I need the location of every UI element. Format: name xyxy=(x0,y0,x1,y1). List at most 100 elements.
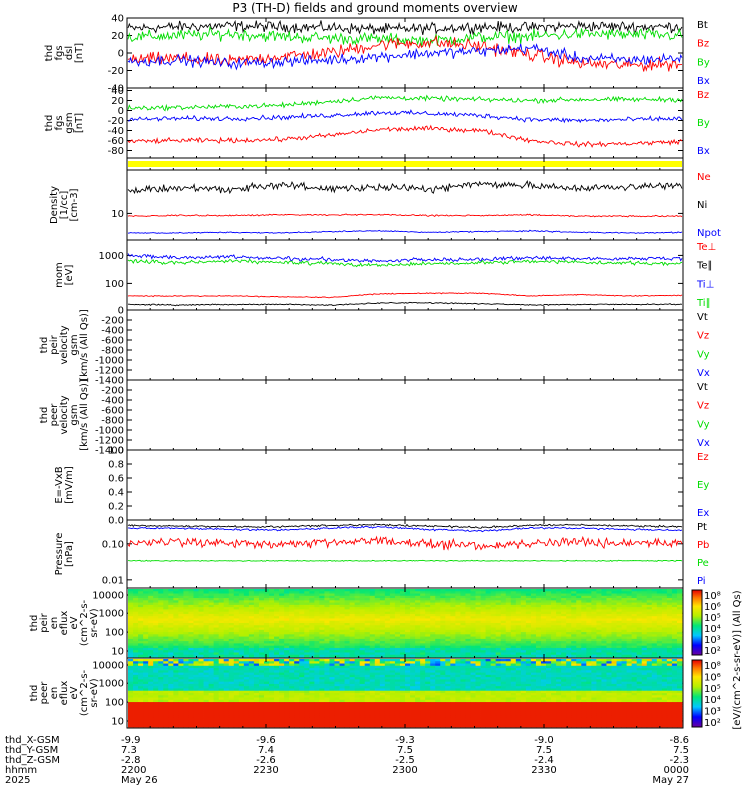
ytick-label-efield: 0.6 xyxy=(108,474,124,485)
xaxis-row-value: 7.3 xyxy=(121,745,137,756)
ytick-label-peer_vel: -600 xyxy=(101,406,124,417)
ylabel-peer_eflux: sr-eV) xyxy=(89,678,100,707)
legend-temp: Te∥ xyxy=(696,261,713,272)
series-density-Npot xyxy=(127,229,683,234)
ylabel-peir_eflux: en xyxy=(49,617,60,630)
ylabel-peer_vel: [km/s (All Qs)] xyxy=(79,379,90,451)
ytick-label-peer_vel: -1400 xyxy=(95,446,124,457)
ytick-label-peer_vel: -1000 xyxy=(95,426,124,437)
ylabel-peer_eflux: peer xyxy=(39,681,50,705)
xaxis-row-value: -9.3 xyxy=(395,735,415,746)
legend-fgs_gsm: Bx xyxy=(697,146,710,157)
legend-peir_vel: Vy xyxy=(697,349,710,360)
legend-density: Ne xyxy=(697,172,711,183)
ylabel-fgs_gsm: [nT] xyxy=(74,113,85,133)
ylabel-peir_eflux: sr-eV) xyxy=(89,608,100,637)
ytick-label-fgs_gsm: -80 xyxy=(108,146,124,157)
colorbar-label: [eV/(cm^2-s-sr-eV)] (All Qs) xyxy=(732,590,743,729)
ytick-label-peir_vel: -400 xyxy=(101,326,124,337)
xaxis-row-value: 7.4 xyxy=(258,745,274,756)
ylabel-peir_vel: thd xyxy=(39,337,50,354)
xaxis-row-value: -9.0 xyxy=(534,735,554,746)
ytick-label-peir_vel: 0 xyxy=(118,306,124,317)
xaxis-row-value: -2.3 xyxy=(669,755,689,766)
xaxis-row-value: -2.5 xyxy=(395,755,415,766)
colorbar-tick: 10⁴ xyxy=(704,695,721,706)
ytick-label-fgs_dsl: -40 xyxy=(108,84,124,95)
xaxis-row-value: -9.9 xyxy=(121,735,141,746)
ytick-label-peer_vel: -200 xyxy=(101,386,124,397)
ylabel-fgs_gsm: gsm xyxy=(64,112,75,133)
ytick-label-fgs_gsm: -20 xyxy=(108,116,124,127)
legend-fgs_dsl: Bt xyxy=(697,20,708,31)
ytick-label-temp: 100 xyxy=(105,279,124,290)
colorbar-tick: 10⁵ xyxy=(704,684,721,695)
colorbar-tick: 10⁸ xyxy=(704,591,721,602)
ytick-label-peer_eflux: 10 xyxy=(111,717,124,728)
ytick-label-efield: 0.0 xyxy=(108,516,124,527)
colorbar-tick: 10⁶ xyxy=(704,672,721,683)
ytick-label-fgs_gsm: 0 xyxy=(118,106,124,117)
series-temp-Ti∥ xyxy=(127,258,683,268)
series-pressure-Pi xyxy=(127,525,683,533)
colorbar-1 xyxy=(691,659,703,728)
ylabel-fgs_gsm: fgs xyxy=(54,115,65,130)
colorbar-tick: 10² xyxy=(704,718,721,729)
legend-peer_vel: Vt xyxy=(697,382,708,393)
ylabel-fgs_dsl: thd xyxy=(44,45,55,62)
ylabel-pressure: Pressure xyxy=(54,533,65,576)
series-density-Ne xyxy=(127,213,683,218)
ytick-label-efield: 1.0 xyxy=(108,446,124,457)
series-fgs_dsl-Bt xyxy=(127,19,683,36)
series-temp-Te⊥ xyxy=(127,292,683,299)
ytick-label-efield: 0.8 xyxy=(108,460,124,471)
ytick-label-peer_vel: -800 xyxy=(101,416,124,427)
legend-fgs_gsm: By xyxy=(697,118,710,129)
xaxis-row-value: 2330 xyxy=(531,765,556,776)
heatmap-cells-peer_eflux xyxy=(128,659,683,728)
legend-peir_vel: Vt xyxy=(697,312,708,323)
legend-pressure: Pt xyxy=(697,522,707,533)
legend-pressure: Pb xyxy=(697,540,709,551)
ytick-label-peir_vel: -200 xyxy=(101,316,124,327)
ylabel-peer_vel: velocity xyxy=(59,395,70,434)
ylabel-fgs_dsl: dsl xyxy=(64,46,75,60)
series-temp-Ti⊥ xyxy=(127,253,683,264)
ytick-label-fgs_gsm: -60 xyxy=(108,136,124,147)
legend-temp: Ti∥ xyxy=(696,298,711,309)
ylabel-peer_eflux: (cm^2-s- xyxy=(79,669,90,716)
colorbar-0 xyxy=(691,589,703,656)
series-pressure-Pt xyxy=(127,523,683,529)
ytick-label-fgs_gsm: -40 xyxy=(108,126,124,137)
ylabel-peir_eflux: eV xyxy=(69,616,80,629)
panel-frame-efield xyxy=(126,449,684,521)
ylabel-peir_vel: gsm xyxy=(69,334,80,355)
series-pressure-Pb xyxy=(127,535,683,551)
ylabel-fgs_dsl: fgs xyxy=(54,45,65,60)
ytick-label-peir_vel: -1200 xyxy=(95,366,124,377)
ylabel-density: Density xyxy=(49,186,60,224)
legend-efield: Ex xyxy=(697,508,709,519)
legend-density: Npot xyxy=(697,228,721,239)
ytick-label-fgs_dsl: 40 xyxy=(111,14,124,25)
xaxis-row-value: 7.5 xyxy=(397,745,413,756)
colorbar-tick: 10⁵ xyxy=(704,613,721,624)
ytick-label-peer_vel: -1200 xyxy=(95,436,124,447)
ylabel-peir_eflux: peir xyxy=(39,612,50,632)
colorbar-tick: 10² xyxy=(704,646,721,657)
xaxis-row-label: thd_Z-GSM xyxy=(5,755,60,766)
colorbar-tick: 10⁶ xyxy=(704,602,721,613)
ylabel-peer_eflux: eV xyxy=(69,686,80,699)
xaxis-row-label: thd_Y-GSM xyxy=(5,745,58,756)
ytick-label-pressure: 0.10 xyxy=(102,539,124,550)
ylabel-efield: [mV/m] xyxy=(64,466,75,504)
legend-fgs_dsl: Bx xyxy=(697,76,710,87)
series-fgs_dsl-By xyxy=(127,25,683,49)
panel-frame-temp xyxy=(126,239,684,311)
ylabel-peer_eflux: en xyxy=(49,687,60,700)
legend-temp: Te⊥ xyxy=(696,242,716,253)
panel-frame-peir_vel xyxy=(126,309,684,381)
colorbar-tick: 10³ xyxy=(704,635,721,646)
legend-temp: Ti⊥ xyxy=(696,279,714,290)
